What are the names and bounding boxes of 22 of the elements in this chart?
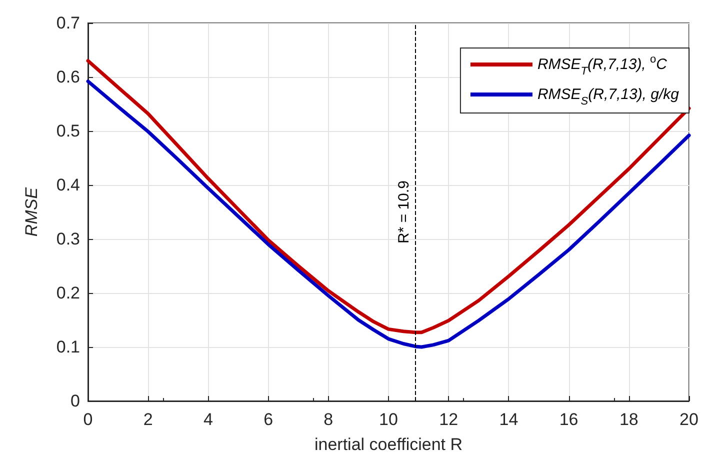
ref-line-label: R* = 10.9 bbox=[396, 180, 413, 244]
x-tick-label: 14 bbox=[499, 410, 518, 429]
y-tick-label: 0.1 bbox=[56, 338, 80, 356]
x-tick-label: 18 bbox=[619, 410, 638, 429]
y-tick-label: 0.7 bbox=[56, 14, 80, 32]
x-tick-label: 12 bbox=[439, 410, 458, 429]
x-tick-label: 4 bbox=[203, 410, 213, 429]
y-tick-label: 0.2 bbox=[56, 284, 80, 302]
y-tick-label: 0.4 bbox=[56, 176, 80, 194]
x-tick-label: 2 bbox=[143, 410, 153, 429]
x-tick-label: 16 bbox=[559, 410, 578, 429]
x-tick-label: 10 bbox=[379, 410, 398, 429]
y-tick-label: 0.5 bbox=[56, 122, 80, 140]
x-axis-title: inertial coefficient R bbox=[314, 435, 463, 454]
x-tick-label: 0 bbox=[83, 410, 93, 429]
y-tick-label: 0.3 bbox=[56, 230, 80, 248]
x-tick-label: 20 bbox=[680, 410, 698, 429]
y-tick-label: 0 bbox=[70, 392, 80, 410]
y-axis-title: RMSE bbox=[22, 186, 41, 237]
y-tick-label: 0.6 bbox=[56, 68, 80, 86]
x-tick-label: 6 bbox=[264, 410, 274, 429]
x-tick-label: 8 bbox=[324, 410, 334, 429]
